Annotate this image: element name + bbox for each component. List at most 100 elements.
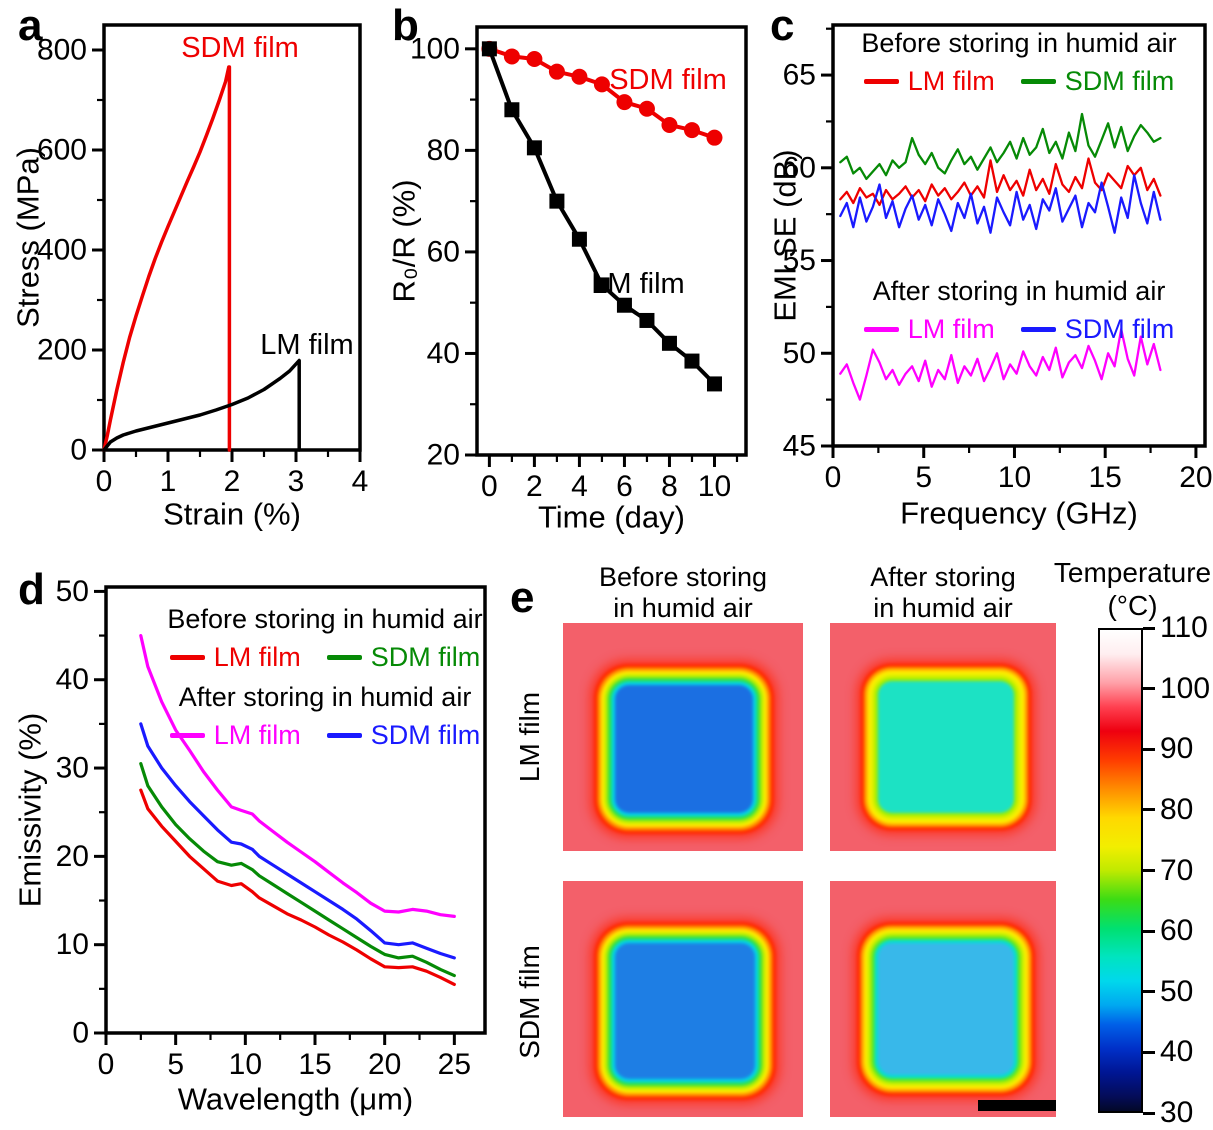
panel-d-label: d [18, 565, 45, 614]
svg-text:EMI SE (dB): EMI SE (dB) [768, 149, 803, 321]
film-region [615, 943, 755, 1079]
colorbar-tick-label: 60 [1160, 914, 1194, 948]
legend-item-lm-film: LM film [863, 314, 995, 345]
panel-c-label: c [770, 1, 795, 50]
panel-c: 0 5 10 15 20 45 50 55 60 65 Frequency (GHz) EMI SE … [765, 0, 1213, 540]
panel-e: e Before storing in humid air After stor… [500, 540, 1213, 1130]
svg-text:30: 30 [56, 752, 89, 785]
svg-text:1: 1 [160, 465, 177, 498]
svg-text:60: 60 [783, 151, 816, 184]
colorbar-tick-label: 110 [1160, 611, 1208, 644]
row-label-sdm-film: SDM film [514, 945, 545, 1059]
panel-b-label: b [392, 1, 419, 50]
lm-film-line-swatch [863, 79, 899, 84]
svg-text:5: 5 [915, 461, 932, 494]
colorbar-tick-label: 30 [1160, 1096, 1194, 1129]
svg-text:10: 10 [229, 1048, 262, 1081]
svg-text:0: 0 [825, 461, 842, 494]
svg-text:25: 25 [438, 1048, 471, 1081]
colorbar-tick [1143, 1111, 1155, 1115]
colorbar-tick [1143, 747, 1155, 751]
svg-text:60: 60 [427, 235, 460, 268]
svg-text:0: 0 [481, 470, 498, 503]
temperature-colorbar [1098, 628, 1143, 1113]
sdm-film-line-swatch [326, 733, 362, 738]
svg-text:Emissivity (%): Emissivity (%) [13, 713, 48, 908]
svg-text:0: 0 [72, 1017, 89, 1050]
legend-label: LM film [907, 66, 995, 96]
colorbar-tick [1143, 687, 1155, 691]
legend-item-sdm-film: SDM film [1020, 66, 1175, 97]
legend-title: After storing in humid air [872, 276, 1166, 306]
svg-text:Strain (%): Strain (%) [163, 496, 301, 531]
panel-d: 0 5 10 15 20 25 0 10 20 30 40 50 Wavelength (μm) Emis… [0, 540, 500, 1130]
legend-after-storing: After storing in humid air LM film SDM f… [829, 276, 1209, 345]
legend-item-sdm-film: SDM film [1020, 314, 1175, 345]
panel-a: 0 1 2 3 4 0 200 400 600 800 Strain (%) Stress (MPa)… [0, 0, 380, 540]
svg-text:4: 4 [571, 470, 588, 503]
emissivity-wavelength-chart: 0 5 10 15 20 25 0 10 20 30 40 50 Wavelength (μm) Emis… [13, 575, 487, 1116]
sdm-film-line-swatch [326, 655, 362, 660]
colorbar-tick [1143, 929, 1155, 933]
sdm-film-line-swatch [1020, 327, 1056, 332]
legend-title: Before storing in humid air [861, 28, 1177, 58]
colorbar-tick-label: 80 [1160, 792, 1194, 826]
svg-text:0: 0 [98, 1048, 115, 1081]
svg-text:20: 20 [368, 1048, 401, 1081]
sdm-film-line-swatch [1020, 79, 1056, 84]
svg-text:4: 4 [352, 465, 369, 498]
svg-text:45: 45 [783, 430, 816, 463]
annotation-sdm-film: SDM film [181, 32, 299, 64]
colorbar-tick-label: 90 [1160, 732, 1194, 766]
svg-text:0: 0 [70, 434, 87, 467]
legend-before-storing: Before storing in humid air LM film SDM … [829, 28, 1209, 97]
legend-item-sdm-film: SDM film [326, 642, 481, 673]
svg-text:Stress (MPa): Stress (MPa) [11, 147, 46, 328]
legend-label: SDM film [370, 720, 481, 750]
stress-strain-chart: 0 1 2 3 4 0 200 400 600 800 Strain (%) Stress (MPa) [11, 23, 369, 531]
svg-text:40: 40 [56, 663, 89, 696]
colorbar-tick [1143, 1050, 1155, 1054]
svg-text:10: 10 [998, 461, 1031, 494]
svg-text:0: 0 [96, 465, 113, 498]
legend-title: Before storing in humid air [167, 604, 483, 634]
row-label-lm-film: LM film [514, 691, 545, 783]
scale-bar [978, 1100, 1056, 1111]
colorbar-tick [1143, 808, 1155, 812]
svg-text:15: 15 [298, 1048, 331, 1081]
svg-text:40: 40 [427, 337, 460, 370]
thermal-image-lm-after [830, 623, 1056, 851]
colorbar-tick-label: 100 [1160, 671, 1211, 705]
legend-item-lm-film: LM film [169, 642, 301, 673]
svg-text:80: 80 [427, 134, 460, 167]
panel-e-label: e [510, 573, 535, 622]
legend-title: After storing in humid air [178, 682, 472, 712]
legend-label: LM film [907, 314, 995, 344]
svg-text:50: 50 [56, 575, 89, 608]
colorbar-tick [1143, 869, 1155, 872]
column-header-after: After storing in humid air [870, 562, 1016, 623]
film-region [615, 685, 753, 813]
legend-label: SDM film [370, 642, 481, 672]
legend-label: LM film [213, 642, 301, 672]
legend-after-storing: After storing in humid air LM film SDM f… [140, 682, 510, 751]
svg-text:3: 3 [288, 465, 305, 498]
colorbar-tick [1143, 626, 1155, 630]
annotation-lm-film: LM film [591, 268, 685, 300]
legend-item-sdm-film: SDM film [326, 720, 481, 751]
svg-text:5: 5 [167, 1048, 184, 1081]
svg-text:20: 20 [427, 439, 460, 472]
lm-film-line-swatch [169, 733, 205, 738]
column-header-before: Before storing in humid air [598, 562, 768, 623]
svg-text:800: 800 [37, 34, 87, 67]
svg-text:65: 65 [783, 59, 816, 92]
legend-label: SDM film [1064, 66, 1175, 96]
colorbar-tick-label: 50 [1160, 974, 1194, 1008]
svg-text:20: 20 [56, 840, 89, 873]
legend-label: SDM film [1064, 314, 1175, 344]
film-region [878, 681, 1014, 813]
svg-text:10: 10 [698, 470, 731, 503]
emi-se-frequency-chart: 0 5 10 15 20 45 50 55 60 65 Frequency (GHz) EMI SE … [768, 23, 1213, 530]
svg-text:200: 200 [37, 334, 87, 367]
